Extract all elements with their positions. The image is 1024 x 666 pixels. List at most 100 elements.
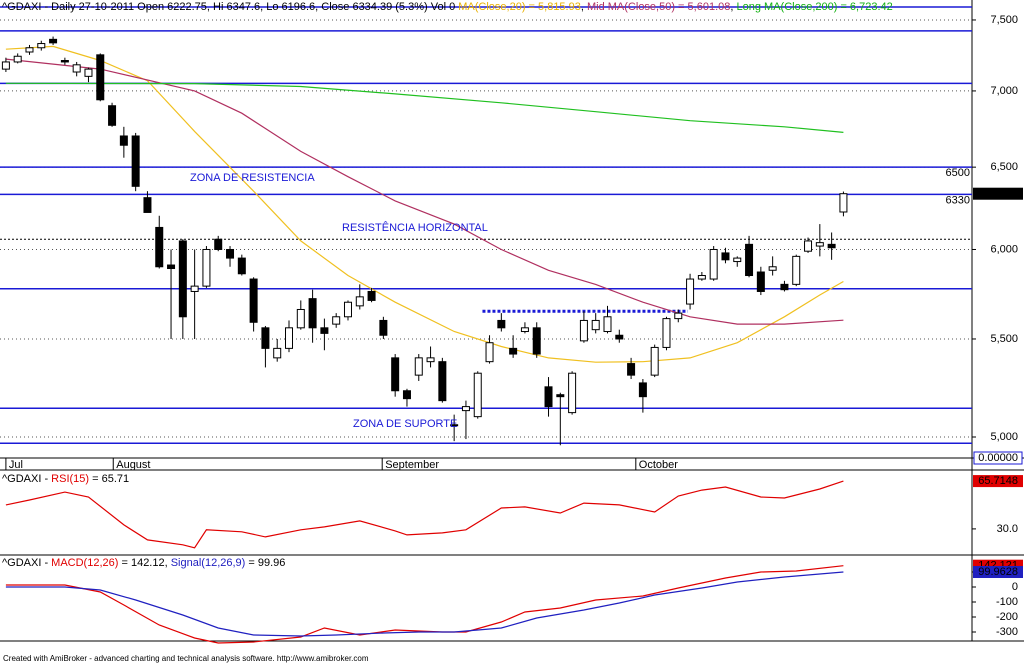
candle-body (155, 226, 164, 268)
candle-body (579, 319, 588, 342)
candle-body (402, 390, 411, 400)
y-tick-label: 30.0 (997, 523, 1018, 535)
series-line (5, 82, 844, 133)
candle-body (355, 296, 364, 307)
y-tick-label: 7,500 (990, 14, 1018, 26)
candle-body (792, 255, 801, 285)
y-tick-label: 0 (1012, 581, 1018, 593)
panel-title: ^GDAXI - Daily 27-10-2011 Open 6222.75, … (2, 1, 893, 13)
candle-body (237, 257, 246, 275)
series-line (5, 571, 844, 637)
y-tick-label: 5,500 (990, 333, 1018, 345)
candle-body (438, 361, 447, 402)
candle-body (603, 316, 612, 333)
x-tick-label: August (116, 459, 150, 471)
value-box (973, 566, 1023, 579)
candle-body (497, 319, 506, 329)
candle-body (167, 264, 176, 270)
candle-body (686, 278, 695, 305)
candle-body (768, 266, 777, 271)
candle-body (568, 372, 577, 414)
candle-body (556, 394, 565, 398)
candle-body (615, 334, 624, 340)
y-tick-label: -300 (996, 626, 1018, 638)
panel-title: ^GDAXI - RSI(15) = 65.71 (2, 473, 129, 485)
y-tick-label: 6,000 (990, 243, 1018, 255)
candle-body (226, 248, 235, 259)
y-tick-label: -200 (996, 611, 1018, 623)
volume-label: 0.00000 (978, 452, 1018, 464)
candle-body (308, 298, 317, 329)
title-part: MA(Close,20) = 5,815.93 (458, 1, 581, 13)
title-part: , (581, 1, 587, 13)
candle-body (391, 357, 400, 392)
y-tick-label: 5,000 (990, 431, 1018, 443)
title-part: MACD(12,26) (51, 557, 118, 569)
candle-body (37, 43, 46, 49)
title-part: RSI(15) (51, 473, 89, 485)
price-box (973, 187, 1023, 200)
candle-body (72, 64, 81, 73)
candle-body (756, 271, 765, 292)
candle-body (627, 363, 636, 376)
title-part: = 142.12, (118, 557, 170, 569)
candle-body (178, 240, 187, 318)
candle-body (96, 54, 105, 101)
title-part: Long MA(Close,200) = 6,723.42 (737, 1, 893, 13)
candle-body (261, 327, 270, 349)
candle-body (804, 240, 813, 252)
candle-body (131, 135, 140, 187)
value-box (973, 475, 1023, 488)
candle-body (473, 372, 482, 418)
footer: Created with AmiBroker - advanced charti… (3, 654, 369, 663)
title-part: , (730, 1, 736, 13)
candle-body (591, 319, 600, 331)
x-tick-label: Jul (9, 459, 23, 471)
panel-title: ^GDAXI - MACD(12,26) = 142.12, Signal(12… (2, 557, 285, 569)
y-tick-label: 7,000 (990, 85, 1018, 97)
candle-body (108, 105, 117, 126)
candle-body (320, 327, 329, 334)
candle-body (426, 357, 435, 363)
candle-body (815, 242, 824, 247)
candle-body (84, 68, 93, 77)
candle-body (143, 197, 152, 213)
candle-body (520, 327, 529, 333)
candle-body (119, 135, 128, 146)
title-part: Signal(12,26,9) (171, 557, 246, 569)
candle-body (214, 238, 223, 250)
candle-body (733, 257, 742, 263)
candle-body (450, 424, 459, 427)
title-part: = 99.96 (245, 557, 285, 569)
value-box-label: 65.7148 (978, 475, 1018, 487)
candle-body (721, 252, 730, 261)
candle-body (827, 243, 836, 249)
volume-box (973, 451, 1023, 465)
candle-body (780, 283, 789, 291)
title-part: = 65.71 (89, 473, 129, 485)
y-tick-label: 6,500 (990, 161, 1018, 173)
annotation: ZONA DE SUPORTE (353, 418, 457, 430)
candle-body (49, 38, 58, 44)
line-label: 6330 (946, 194, 970, 206)
x-tick-label: September (385, 459, 439, 471)
candle-body (285, 327, 294, 349)
title-part: ^GDAXI - (2, 473, 51, 485)
title-part: ^GDAXI - Daily 27-10-2011 Open 6222.75, … (2, 1, 458, 13)
line-label: 6500 (946, 167, 970, 179)
title-part: Mid MA(Close,50) = 5,601.08 (587, 1, 730, 13)
candle-body (544, 386, 553, 408)
candle-body (662, 318, 671, 348)
annotation: RESISTÊNCIA HORIZONTAL (342, 221, 488, 234)
candle-body (839, 193, 848, 213)
candle-body (249, 278, 258, 323)
y-tick-label: -100 (996, 596, 1018, 608)
candle-body (60, 60, 69, 63)
candle-body (202, 248, 211, 287)
candle-body (638, 382, 647, 398)
candle-body (532, 327, 541, 355)
candle-body (273, 347, 282, 359)
candle-body (190, 285, 199, 292)
series-line (5, 45, 844, 363)
